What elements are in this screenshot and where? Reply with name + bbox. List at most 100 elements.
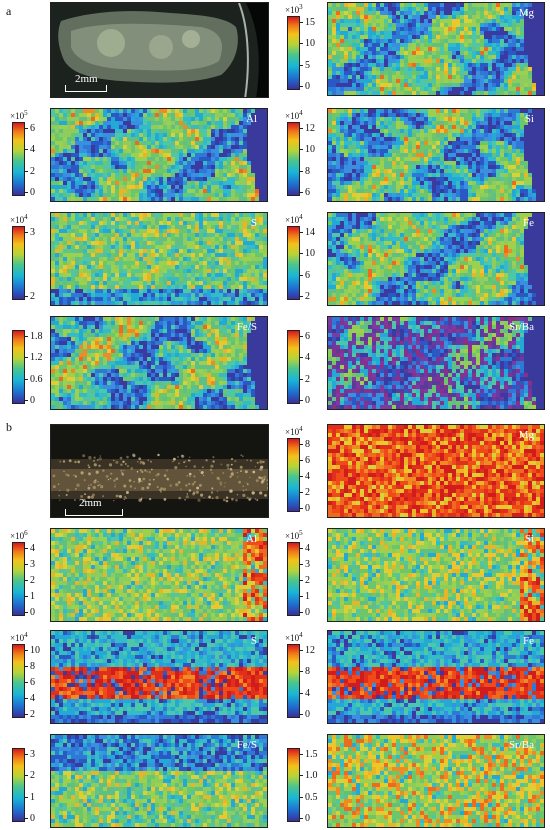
colorbar [12,542,25,616]
colorbar-tick-label: 4 [300,543,310,554]
element-map-fe: Fe [327,630,545,724]
colorbar [287,16,300,90]
panel-b-micrograph: 2mm [50,424,269,518]
colorbar-tick-label: 0 [300,81,310,92]
panel-a-micrograph: 2mm [50,2,269,98]
scale-bar-label: 2mm [75,73,98,85]
colorbar-tick-label: 4 [25,144,35,156]
colorbar-tick-label: 6 [300,331,310,342]
colorbar-multiplier: ×104 [10,213,28,225]
element-map-raster [51,735,267,827]
colorbar [12,122,25,196]
element-map-s: S [50,630,268,724]
panel-a-letter: a [6,4,12,18]
colorbar-tick-label: 0.6 [25,373,43,385]
element-label: Si [524,113,534,125]
colorbar-tick-label: 2 [25,165,35,177]
colorbar-tick-label: 0 [25,187,35,198]
element-map-raster [328,317,544,409]
colorbar-tick-label: 4 [25,543,35,554]
element-map-al: Al [50,108,268,202]
colorbar-tick-label: 4 [300,471,310,482]
colorbar-tick-label: 0.5 [300,791,318,803]
element-label: Sr/Ba [508,739,534,751]
colorbar [287,748,300,822]
colorbar-multiplier: ×105 [285,529,303,541]
colorbar-tick-label: 2 [25,291,35,302]
element-label: Mg [518,429,534,441]
colorbar-tick-label: 6 [300,269,310,281]
element-label: Sr/Ba [508,321,534,333]
colorbar-tick-label: 0 [25,607,35,618]
element-map-si: Si [327,528,545,622]
colorbar-multiplier: ×104 [285,425,303,437]
element-map-si: Si [327,108,545,202]
element-map-raster [51,631,267,723]
colorbar [287,438,300,512]
element-map-raster [51,529,267,621]
element-map-al: Al [50,528,268,622]
element-map-raster [328,3,544,95]
colorbar-tick-label: 2 [300,487,310,498]
colorbar-tick-label: 2 [300,575,310,586]
element-map-raster [328,109,544,201]
colorbar-tick-label: 1.0 [300,770,318,782]
colorbar-tick-label: 3 [25,559,35,570]
colorbar [12,226,25,300]
element-label: Al [246,533,257,545]
element-map-raster [328,735,544,827]
colorbar-tick-label: 0 [25,813,35,824]
element-map-raster [51,213,267,305]
colorbar-multiplier: ×104 [285,213,303,225]
element-label: Si [524,533,534,545]
colorbar [12,330,25,404]
colorbar-multiplier: ×104 [285,109,303,121]
colorbar [287,226,300,300]
panel-b-letter: b [6,420,12,434]
colorbar-tick-label: 4 [300,687,310,699]
element-map-raster [328,631,544,723]
colorbar-tick-label: 6 [25,677,35,688]
colorbar-tick-label: 6 [300,455,310,466]
element-label: S [250,217,257,229]
element-map-mg: Mg [327,2,545,96]
element-map-sr-ba: Sr/Ba [327,316,545,410]
colorbar-tick-label: 6 [300,187,310,198]
element-map-raster [328,425,544,517]
colorbar-tick-label: 8 [300,439,310,450]
colorbar-tick-label: 1.2 [25,352,43,364]
element-map-fe-s: Fe/S [50,734,268,828]
colorbar-tick-label: 1 [25,591,35,602]
colorbar-tick-label: 10 [25,645,40,656]
scale-bar [65,85,107,92]
colorbar-tick-label: 12 [300,645,315,656]
colorbar-tick-label: 0 [300,503,310,514]
element-map-fe: Fe [327,212,545,306]
colorbar-tick-label: 1 [300,591,310,602]
colorbar-tick-label: 4 [300,352,310,364]
element-map-raster [51,317,267,409]
colorbar-tick-label: 8 [300,666,310,678]
colorbar [287,542,300,616]
element-map-fe-s: Fe/S [50,316,268,410]
colorbar-tick-label: 0 [300,607,310,618]
colorbar [287,644,300,718]
element-label: Mg [518,7,534,19]
colorbar-tick-label: 8 [25,661,35,672]
colorbar-tick-label: 10 [300,38,315,50]
colorbar-tick-label: 2 [25,709,35,720]
colorbar-tick-label: 15 [300,17,315,28]
colorbar-tick-label: 10 [300,248,315,260]
element-label: Fe/S [236,321,257,333]
colorbar-tick-label: 2 [300,373,310,385]
element-map-raster [328,213,544,305]
colorbar-multiplier: ×104 [285,631,303,643]
colorbar-tick-label: 1.8 [25,331,43,342]
element-label: Fe/S [236,739,257,751]
element-label: Fe [523,635,534,647]
colorbar [287,330,300,404]
colorbar [12,644,25,718]
colorbar-tick-label: 1 [25,791,35,803]
colorbar-tick-label: 1.5 [300,749,318,760]
element-map-raster [328,529,544,621]
